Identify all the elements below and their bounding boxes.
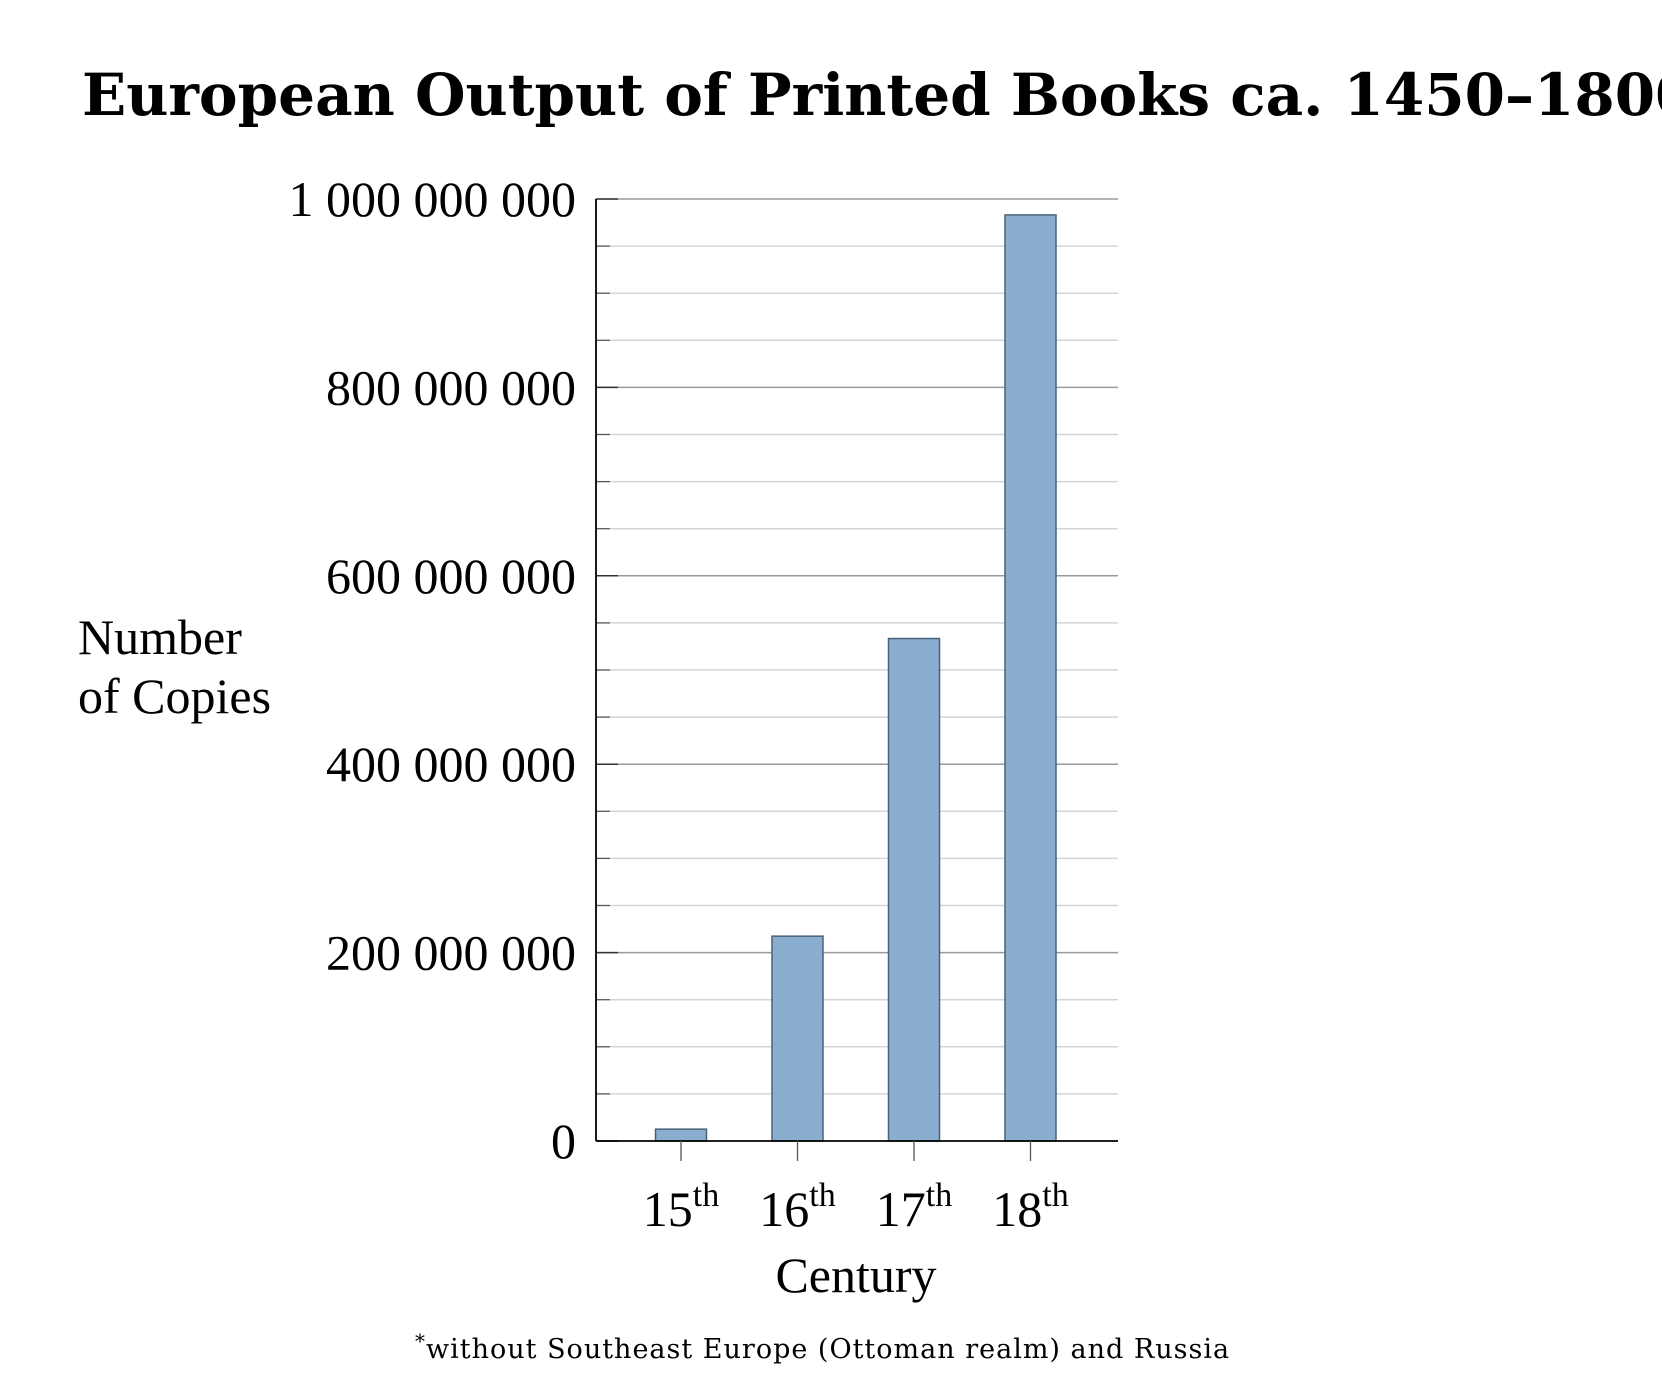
x-tick-label: 18th bbox=[992, 1177, 1068, 1237]
bar-15th bbox=[654, 1128, 708, 1142]
y-tick-labels: 0 200 000 000 400 000 000 600 000 000 800 00… bbox=[289, 171, 577, 1169]
x-tick-label-suffix: th bbox=[926, 1177, 952, 1214]
y-axis-label-line-2: of Copies bbox=[78, 668, 271, 724]
x-tick-label-suffix: th bbox=[809, 1177, 835, 1214]
x-tick-label-number: 17 bbox=[876, 1181, 926, 1237]
y-tick-label: 0 bbox=[551, 1113, 576, 1169]
y-axis-label-line-1: Number bbox=[78, 609, 242, 665]
chart-title-text: European Output of Printed Books ca. 145… bbox=[82, 61, 1662, 129]
footnote: *without Southeast Europe (Ottoman realm… bbox=[415, 1329, 1230, 1365]
axes bbox=[595, 199, 1118, 1161]
bar-18th bbox=[1004, 214, 1057, 1142]
bar-16th bbox=[771, 935, 824, 1142]
y-tick-label: 400 000 000 bbox=[326, 736, 576, 792]
x-tick-label-suffix: th bbox=[693, 1177, 719, 1214]
chart-title: European Output of Printed Books ca. 145… bbox=[82, 58, 1662, 129]
y-tick-label: 800 000 000 bbox=[326, 359, 576, 415]
bar-17th bbox=[887, 637, 941, 1142]
x-tick-label-suffix: th bbox=[1042, 1177, 1068, 1214]
x-tick-label-number: 18 bbox=[992, 1181, 1042, 1237]
y-tick-label: 600 000 000 bbox=[326, 548, 576, 604]
x-axis-label: Century bbox=[775, 1247, 936, 1303]
x-tick-label: 16th bbox=[759, 1177, 835, 1237]
x-tick-label: 17th bbox=[876, 1177, 952, 1237]
x-tick-label-number: 16 bbox=[759, 1181, 809, 1237]
y-tick-label: 200 000 000 bbox=[326, 925, 576, 981]
footnote-marker: * bbox=[415, 1329, 426, 1353]
footnote-text: without Southeast Europe (Ottoman realm)… bbox=[426, 1334, 1230, 1365]
x-tick-label: 15th bbox=[643, 1177, 719, 1237]
y-tick-label: 1 000 000 000 bbox=[289, 171, 577, 227]
x-tick-label-number: 15 bbox=[643, 1181, 693, 1237]
bars bbox=[654, 214, 1057, 1142]
x-tick-labels: 15th 16th 17th 18th bbox=[643, 1177, 1069, 1237]
